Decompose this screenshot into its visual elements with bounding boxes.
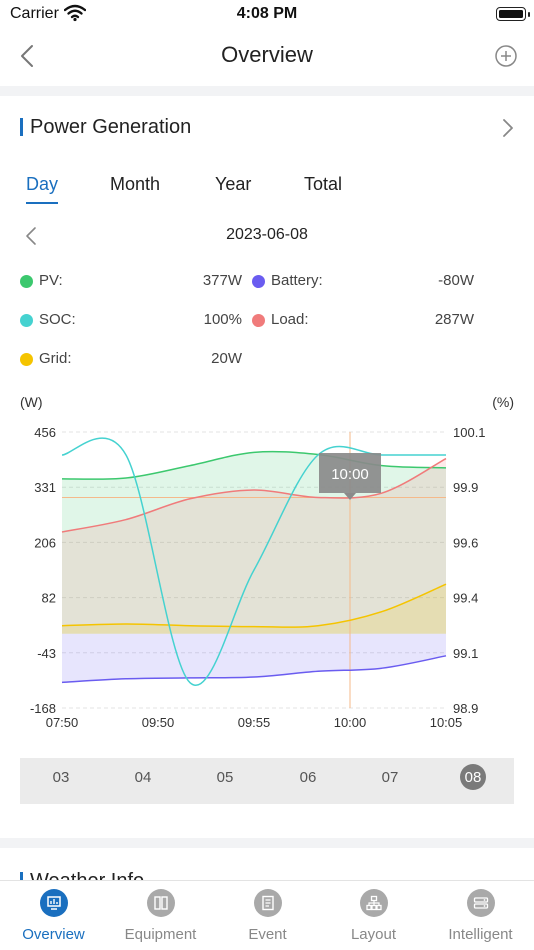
tooltip-label: 10:00 xyxy=(331,466,369,483)
status-time: 4:08 PM xyxy=(236,5,298,22)
legend-battery: Battery: -80W xyxy=(252,272,474,292)
tab-total[interactable]: Total xyxy=(304,174,343,194)
power-generation-title: Power Generation xyxy=(30,115,192,138)
tab-month[interactable]: Month xyxy=(110,174,161,194)
chevron-right-icon[interactable] xyxy=(500,117,516,139)
y-right-tick-label: 99.6 xyxy=(453,535,478,550)
nav-bar: Overview xyxy=(0,30,534,86)
day-item[interactable]: 04 xyxy=(134,769,152,786)
event-icon xyxy=(253,889,282,917)
legend-load: Load: 287W xyxy=(252,311,474,331)
day-item[interactable]: 07 xyxy=(381,769,399,786)
legend-pv: PV: 377W xyxy=(20,272,242,292)
tab-year[interactable]: Year xyxy=(215,174,252,194)
y-right-tick-label: 98.9 xyxy=(453,701,478,716)
x-tick-label: 09:55 xyxy=(238,715,271,730)
y-right-tick-label: 100.1 xyxy=(453,425,486,440)
day-item[interactable]: 06 xyxy=(299,769,317,786)
legend-value: -80W xyxy=(438,272,474,289)
y-axis-left-unit: (W) xyxy=(20,394,43,410)
tabbar-label: Intelligent xyxy=(448,926,513,943)
chart-svg: 456 100.1 331 99.9 206 99.6 82 99.4 -43 99.1 -168 9… xyxy=(30,425,486,730)
tabbar-label: Layout xyxy=(350,926,397,943)
x-tick-label: 10:00 xyxy=(334,715,367,730)
y-right-tick-label: 99.9 xyxy=(453,480,478,495)
tabbar-equipment[interactable]: Equipment xyxy=(107,889,214,943)
tab-day[interactable]: Day xyxy=(26,174,59,194)
intelligent-icon xyxy=(466,889,495,917)
carrier-label: Carrier xyxy=(10,5,59,22)
series-line-pv xyxy=(61,450,447,480)
x-tick-label: 07:50 xyxy=(46,715,79,730)
tabbar-label: Overview xyxy=(22,926,85,943)
bottom-tab-bar: Overview Equipment Event Layout Intellig… xyxy=(0,880,534,950)
y-axis-right-unit: (%) xyxy=(492,394,514,410)
legend-grid: Grid: 20W xyxy=(20,350,242,370)
equipment-icon xyxy=(146,889,175,917)
legend-label: Battery: xyxy=(271,272,323,289)
y-right-tick-label: 99.1 xyxy=(453,646,478,661)
pv-dot xyxy=(20,275,33,288)
legend-label: Load: xyxy=(271,311,309,328)
power-chart[interactable]: (W) (%) 456 100.1 331 99.9 206 99.6 82 99.4 -43 9… xyxy=(0,386,534,736)
y-left-tick-label: 456 xyxy=(34,425,56,440)
legend-value: 20W xyxy=(211,350,242,367)
battery-dot xyxy=(252,275,265,288)
series-line-grid xyxy=(61,583,447,628)
y-right-tick-label: 99.4 xyxy=(453,591,478,606)
chevron-left-icon[interactable] xyxy=(22,225,40,247)
tooltip-box xyxy=(319,453,381,493)
status-bar: Carrier 4:08 PM xyxy=(0,0,534,30)
period-tabs: Day Month Year Total xyxy=(0,166,534,206)
overview-icon xyxy=(39,889,68,917)
section-title: Power Generation xyxy=(20,116,191,138)
soc-dot xyxy=(20,314,33,327)
page-title: Overview xyxy=(221,42,313,67)
series-line-load xyxy=(61,457,447,533)
load-dot xyxy=(252,314,265,327)
y-left-tick-label: 82 xyxy=(42,591,56,606)
tab-underline xyxy=(26,202,58,204)
add-circle-icon[interactable] xyxy=(494,44,518,68)
legend-value: 100% xyxy=(203,311,242,328)
layout-icon xyxy=(359,889,388,917)
tabbar-layout[interactable]: Layout xyxy=(320,889,427,943)
day-selector: 03 04 05 06 07 08 xyxy=(20,758,514,804)
back-icon[interactable] xyxy=(14,42,42,70)
legend-value: 377W xyxy=(202,272,242,289)
legend-label: Grid: xyxy=(39,350,72,367)
day-item[interactable]: 05 xyxy=(216,769,234,786)
series-line-soc xyxy=(61,437,446,686)
tabbar-label: Event xyxy=(248,926,287,943)
x-tick-label: 10:05 xyxy=(430,715,463,730)
date-row: 2023-06-08 xyxy=(0,222,534,252)
tooltip-pointer xyxy=(344,493,356,500)
x-tick-label: 09:50 xyxy=(142,715,175,730)
tabbar-event[interactable]: Event xyxy=(214,889,321,943)
y-left-tick-label: -168 xyxy=(30,701,56,716)
day-item-selected[interactable]: 08 xyxy=(453,764,493,790)
section-title-accent xyxy=(20,118,23,136)
series-line-battery xyxy=(61,655,447,684)
day-item[interactable]: 03 xyxy=(52,769,70,786)
legend-label: SOC: xyxy=(39,311,76,328)
y-left-tick-label: -43 xyxy=(37,646,56,661)
power-generation-card: Power Generation Day Month Year Total 20… xyxy=(0,96,534,838)
tabbar-overview[interactable]: Overview xyxy=(0,889,107,943)
battery-tip xyxy=(528,12,530,17)
legend-label: PV: xyxy=(39,272,63,289)
battery-icon xyxy=(496,7,526,21)
y-left-tick-label: 331 xyxy=(34,480,56,495)
y-left-tick-label: 206 xyxy=(34,535,56,550)
selected-date: 2023-06-08 xyxy=(226,226,308,243)
grid-dot xyxy=(20,353,33,366)
legend-soc: SOC: 100% xyxy=(20,311,242,331)
tabbar-label: Equipment xyxy=(124,926,197,943)
series-area-battery xyxy=(62,633,446,683)
wifi-icon xyxy=(63,4,87,27)
tabbar-intelligent[interactable]: Intelligent xyxy=(427,889,534,943)
legend-value: 287W xyxy=(434,311,474,328)
